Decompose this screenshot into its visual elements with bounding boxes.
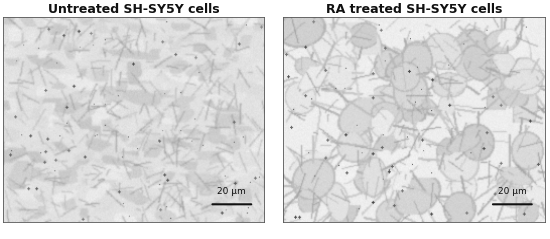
Title: Untreated SH-SY5Y cells: Untreated SH-SY5Y cells — [47, 3, 219, 16]
Text: 20 μm: 20 μm — [217, 187, 246, 196]
Text: 20 μm: 20 μm — [498, 187, 527, 196]
Title: RA treated SH-SY5Y cells: RA treated SH-SY5Y cells — [326, 3, 502, 16]
